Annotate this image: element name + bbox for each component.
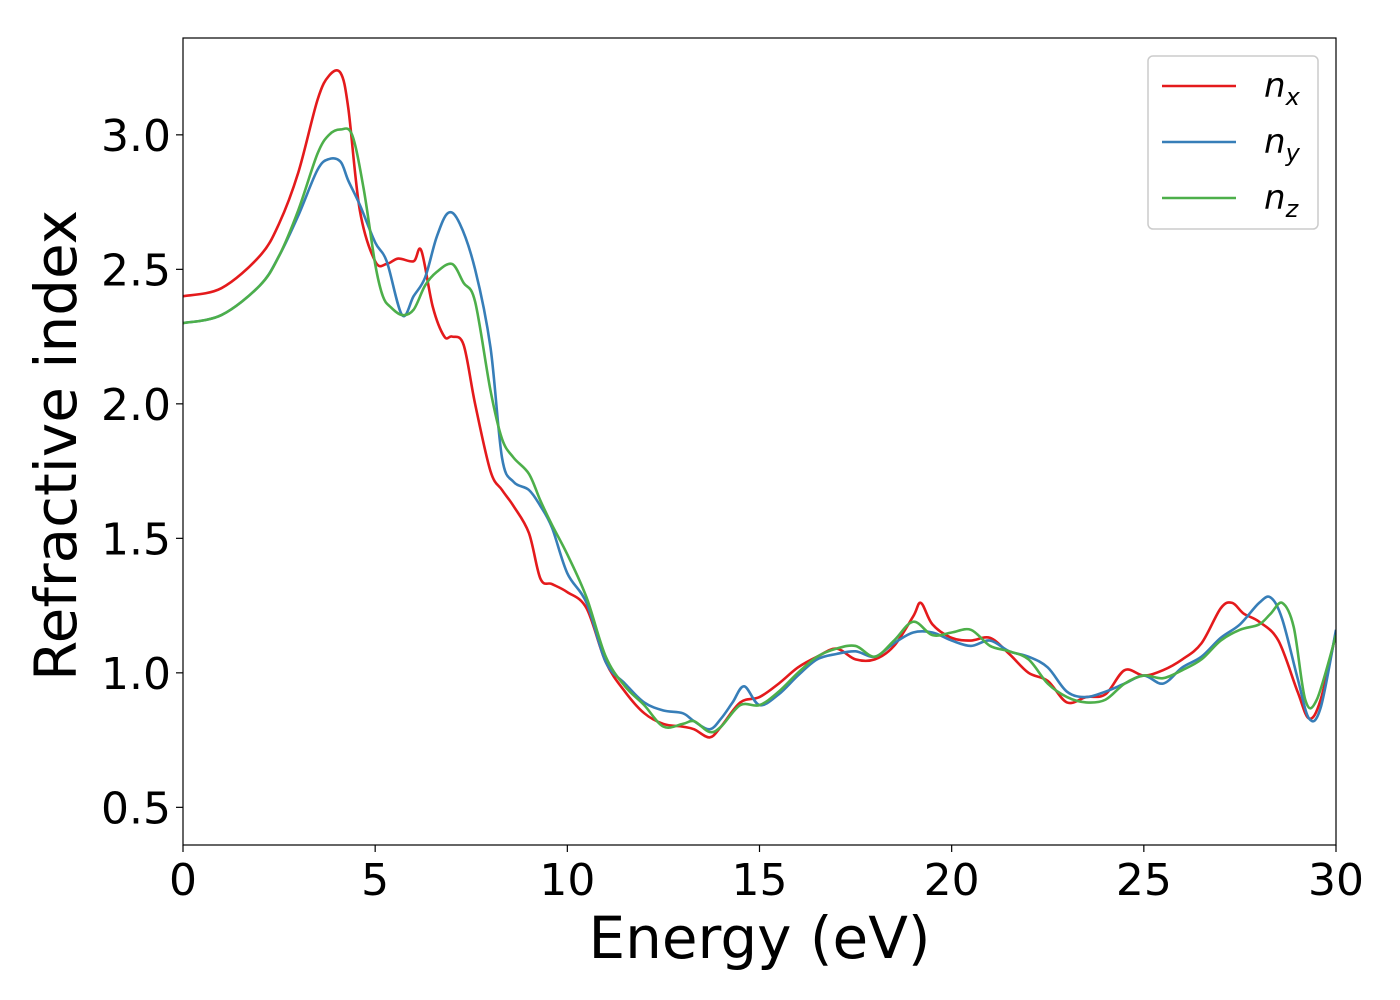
- legend-label-main: n: [1264, 122, 1286, 162]
- y-tick-label: 2.5: [101, 245, 171, 296]
- y-tick-label: 1.5: [101, 514, 171, 565]
- x-tick-label: 10: [539, 855, 595, 906]
- series-line-ny: [183, 157, 1336, 731]
- x-tick-label: 30: [1308, 855, 1364, 906]
- series-line-nz: [183, 127, 1336, 734]
- series-layer: [183, 68, 1336, 739]
- legend-label-main: n: [1264, 66, 1286, 106]
- x-tick-label: 0: [169, 855, 197, 906]
- x-axis: 0 5 10 15 20 25 30: [169, 845, 1364, 906]
- legend-label-ny: ny: [1264, 122, 1301, 167]
- y-tick-label: 1.0: [101, 649, 171, 700]
- legend-label-nx: nx: [1264, 66, 1301, 111]
- y-tick-label: 3.0: [101, 111, 171, 162]
- x-axis-label: Energy (eV): [588, 904, 930, 972]
- x-tick-label: 15: [732, 855, 788, 906]
- y-tick-label: 0.5: [101, 783, 171, 834]
- legend-label-nz: nz: [1264, 178, 1300, 223]
- legend-label-subscript: y: [1285, 139, 1301, 167]
- y-tick-label: 2.0: [101, 380, 171, 431]
- x-tick-label: 25: [1116, 855, 1172, 906]
- legend-label-main: n: [1264, 178, 1286, 218]
- y-axis-label: Refractive index: [22, 210, 90, 681]
- x-tick-label: 20: [924, 855, 980, 906]
- y-axis: 0.5 1.0 1.5 2.0 2.5 3.0: [101, 111, 183, 834]
- legend-label-subscript: z: [1285, 195, 1300, 223]
- legend-label-subscript: x: [1285, 83, 1301, 111]
- x-tick-label: 5: [361, 855, 389, 906]
